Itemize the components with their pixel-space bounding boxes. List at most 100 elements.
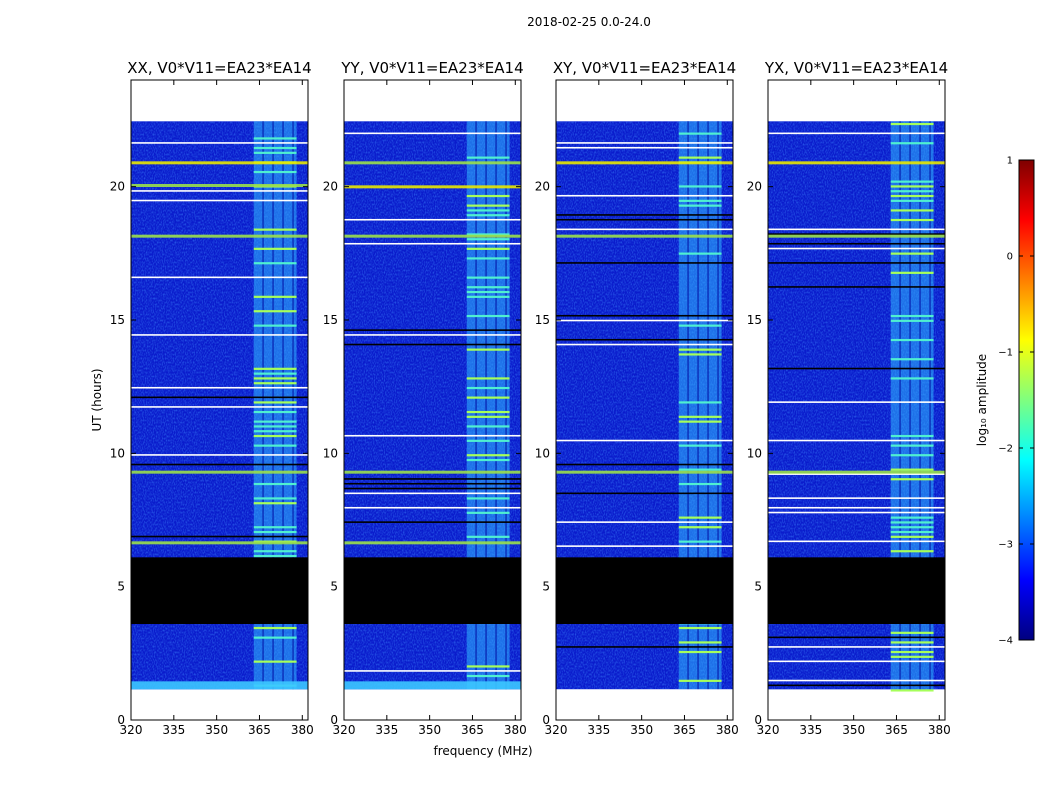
rfi-row: [253, 247, 297, 250]
rfi-row: [253, 526, 297, 529]
flagged-row: [768, 636, 945, 639]
panel-frame: [343, 79, 522, 721]
flagged-row: [556, 218, 733, 221]
rfi-row: [890, 314, 934, 318]
panel-title: YX, V0*V11=EA23*EA14: [764, 59, 948, 77]
flagged-row: [344, 506, 521, 509]
rfi-row: [253, 367, 297, 370]
flagged-row: [556, 689, 733, 691]
y-tick-label: 5: [117, 580, 125, 594]
flagged-row: [768, 473, 945, 475]
rfi-row: [890, 122, 934, 126]
x-tick-label: 365: [673, 723, 696, 737]
x-tick-label: 320: [757, 723, 780, 737]
rfi-row: [890, 218, 934, 222]
flagged-row: [556, 343, 733, 346]
rfi-row: [253, 151, 297, 154]
flagged-row: [344, 132, 521, 135]
rfi-row: [678, 324, 722, 327]
rfi-row: [890, 689, 934, 692]
channel-gap: [899, 121, 901, 690]
channel-gap: [929, 121, 931, 690]
panel-xy: XY, V0*V11=EA23*EA14 320 335 350 365 380 0 5 10 1…: [535, 59, 739, 737]
rfi-row: [253, 502, 297, 505]
rfi-row: [678, 526, 722, 529]
bright-rfi-row: [344, 185, 521, 189]
rfi-row: [253, 497, 297, 500]
rfi-row: [890, 252, 934, 255]
rfi-row: [890, 190, 934, 193]
flagged-row: [131, 142, 308, 144]
bright-rfi-row: [768, 161, 945, 165]
rfi-row: [678, 252, 722, 255]
rfi-row: [253, 324, 297, 327]
rfi-row: [253, 372, 297, 375]
rfi-row: [890, 444, 934, 447]
rfi-row: [253, 430, 297, 433]
bright-rfi-row: [768, 470, 945, 474]
flagged-row: [344, 670, 521, 672]
flagged-row: [768, 660, 945, 663]
flagged-row: [556, 338, 733, 341]
rfi-row: [466, 257, 510, 260]
figure-suptitle: 2018-02-25 0.0-24.0: [527, 15, 651, 29]
rfi-row: [890, 478, 934, 481]
bright-rfi-row: [556, 161, 733, 165]
no-data-block: [556, 557, 733, 624]
flagged-row: [131, 396, 308, 399]
flagged-row: [344, 218, 521, 221]
flagged-row: [344, 487, 521, 490]
colorbar-gradient: [1018, 159, 1035, 641]
channel-gap: [717, 121, 719, 690]
rfi-row: [890, 526, 934, 529]
panel-frame: [130, 79, 309, 721]
rfi-row: [253, 550, 297, 553]
rfi-row: [678, 626, 722, 630]
x-tick-label: 380: [504, 723, 527, 737]
rfi-row: [678, 199, 722, 202]
rfi-row: [253, 660, 297, 663]
x-tick-label: 380: [716, 723, 739, 737]
rfi-row: [253, 425, 297, 428]
flagged-row: [768, 684, 945, 687]
edge-strip: [131, 681, 308, 690]
flagged-row: [131, 199, 308, 202]
y-tick-label: 5: [542, 580, 550, 594]
rfi-row: [466, 511, 510, 514]
flagged-row: [131, 386, 308, 389]
x-tick-label: 380: [928, 723, 951, 737]
flagged-row: [344, 478, 521, 480]
rfi-row: [253, 444, 297, 447]
y-tick-label: 0: [542, 713, 550, 727]
rfi-row: [678, 468, 722, 471]
x-tick-label: 335: [375, 723, 398, 737]
rfi-row: [253, 310, 297, 313]
rfi-row: [253, 530, 297, 534]
flagged-row: [131, 535, 308, 538]
rfi-row: [678, 420, 722, 423]
rfi-row: [466, 458, 510, 462]
bright-rfi-row: [131, 184, 308, 187]
flagged-row: [556, 463, 733, 466]
x-tick-label: 350: [630, 723, 653, 737]
y-tick-label: 20: [323, 180, 338, 194]
rfi-row: [466, 674, 510, 678]
bright-rfi-row: [344, 161, 521, 165]
x-tick-label: 335: [799, 723, 822, 737]
rfi-row: [253, 420, 297, 423]
channel-gap: [485, 121, 487, 690]
rfi-row: [678, 132, 722, 135]
panel-yx: YX, V0*V11=EA23*EA14 320 335 350 365 380 0 5 10 1…: [747, 59, 951, 737]
y-tick-label: 20: [535, 180, 550, 194]
flagged-row: [131, 276, 308, 279]
rfi-row: [678, 540, 722, 543]
rfi-row: [466, 290, 510, 294]
y-tick-label: 0: [117, 713, 125, 727]
colorbar-tick-label: −2: [998, 444, 1013, 455]
rfi-row: [466, 439, 510, 442]
flagged-row: [556, 314, 733, 317]
flagged-row: [344, 521, 521, 523]
flagged-row: [131, 406, 308, 408]
x-tick-label: 320: [545, 723, 568, 737]
